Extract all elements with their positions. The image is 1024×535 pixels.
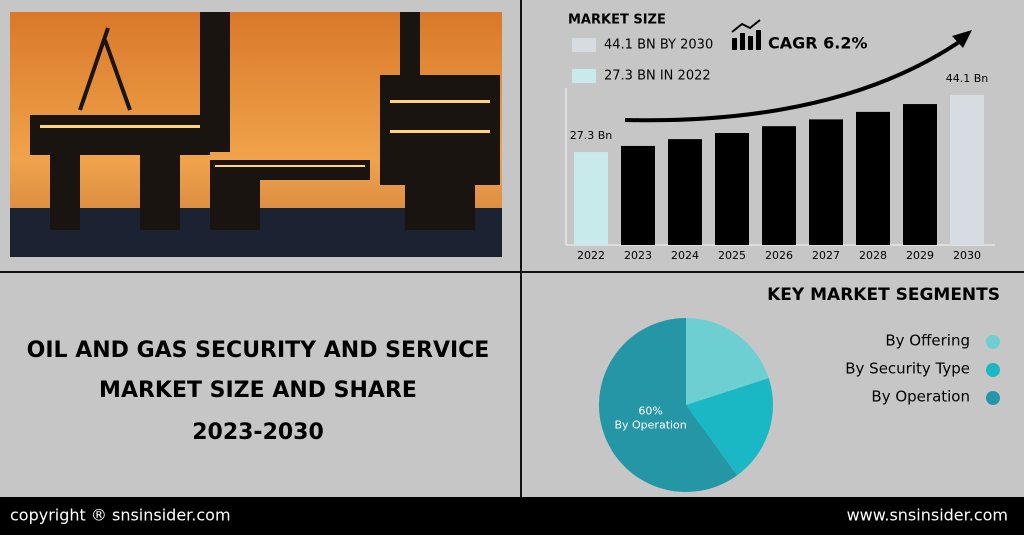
x-tick-label: 2023	[624, 249, 652, 262]
copyright: copyright ® snsinsider.com	[10, 506, 231, 525]
footer	[0, 497, 1024, 535]
x-tick-label: 2030	[953, 249, 981, 262]
x-tick-label: 2029	[906, 249, 934, 262]
legend-label: 27.3 BN IN 2022	[604, 69, 711, 84]
trend-arrow	[624, 36, 967, 123]
bar	[762, 126, 796, 245]
legend-label: By Security Type	[845, 360, 970, 378]
value-label: 44.1 Bn	[946, 72, 989, 85]
legend-dot	[986, 363, 1000, 377]
legend-label: By Operation	[871, 388, 970, 406]
slice-label: 60%	[638, 404, 662, 417]
bar	[950, 94, 984, 245]
pie-slice	[686, 378, 774, 476]
bar	[574, 152, 608, 245]
bar	[715, 133, 749, 245]
x-tick-label: 2026	[765, 249, 793, 262]
x-tick-label: 2027	[812, 249, 840, 262]
legend-dot	[986, 335, 1000, 349]
cagr-icon	[731, 19, 761, 50]
chart-title: MARKET SIZE	[568, 13, 666, 28]
photo	[10, 12, 502, 257]
x-tick-label: 2028	[859, 249, 887, 262]
bar	[856, 111, 890, 245]
x-tick-label: 2024	[671, 249, 699, 262]
pie-slice	[686, 318, 769, 405]
legend-label: 44.1 BN BY 2030	[604, 38, 713, 53]
x-tick-label: 2025	[718, 249, 746, 262]
pie-slice	[599, 318, 738, 492]
bar	[668, 139, 702, 245]
arrow-head	[952, 30, 972, 48]
website: www.snsinsider.com	[847, 506, 1008, 525]
legend-label: By Offering	[885, 332, 970, 350]
legend-dot	[986, 391, 1000, 405]
chart-title: KEY MARKET SEGMENTS	[767, 285, 1000, 305]
headline: 2023-2030	[192, 420, 324, 445]
cagr: CAGR 6.2%	[768, 34, 868, 53]
headline: OIL AND GAS SECURITY AND SERVICE	[27, 338, 490, 363]
bar	[621, 145, 655, 245]
bar	[809, 119, 843, 245]
headline: MARKET SIZE AND SHARE	[99, 378, 417, 403]
bar	[903, 104, 937, 245]
slice-category: By Operation	[614, 418, 686, 431]
value-label: 27.3 Bn	[570, 129, 613, 142]
legend-swatch	[572, 38, 596, 52]
x-tick-label: 2022	[577, 249, 605, 262]
legend-swatch	[572, 69, 596, 83]
